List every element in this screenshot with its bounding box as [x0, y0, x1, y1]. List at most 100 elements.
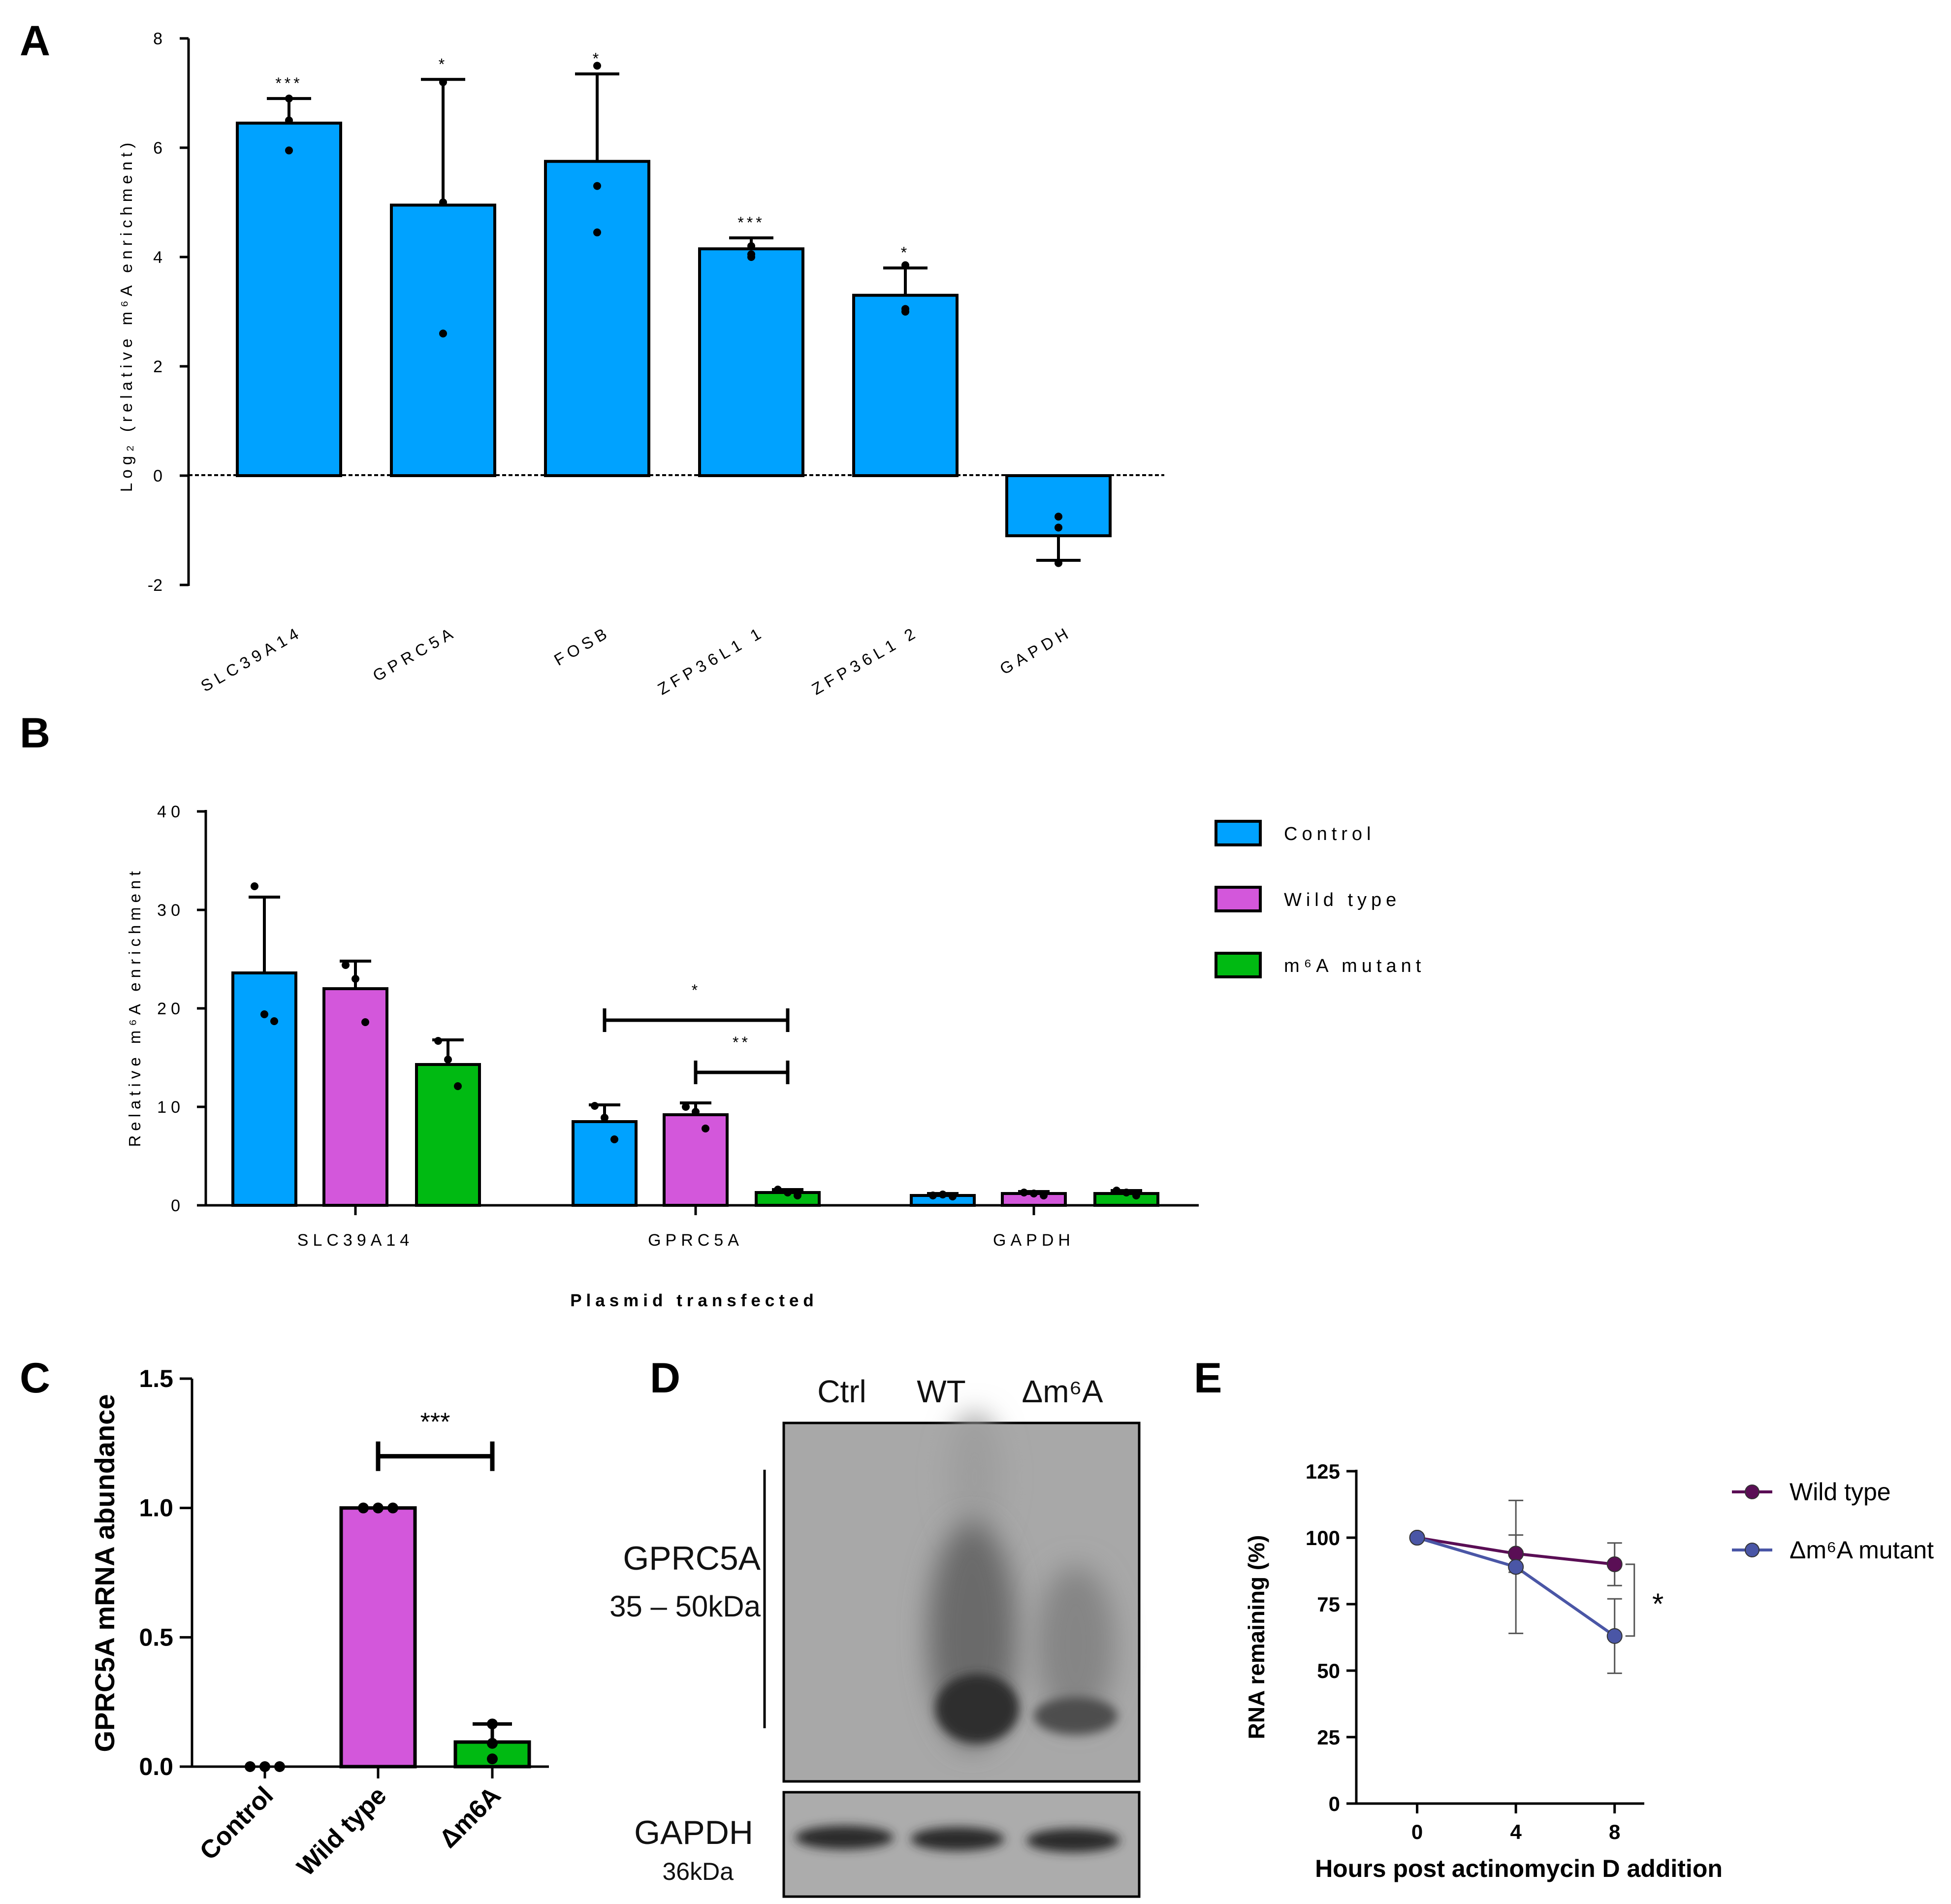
panel-b-bar — [415, 1063, 481, 1207]
panel-a-data-point — [439, 329, 447, 338]
panel-e-data-point — [1606, 1556, 1623, 1572]
panel-c-x-tick-label: Control — [194, 1781, 279, 1866]
blot-loading-label: GAPDH — [634, 1814, 753, 1851]
panel-b-legend-label: Control — [1284, 824, 1375, 844]
panel-e-legend-label: Wild type — [1790, 1478, 1891, 1506]
panel-b-x-tick-label: GAPDH — [993, 1231, 1075, 1250]
panel-b-data-point — [610, 1135, 618, 1143]
panel-b-data-point — [361, 1018, 369, 1026]
panel-b-legend-swatch — [1215, 820, 1262, 846]
panel-e-legend: Wild type Δm⁶A mutant — [1732, 1478, 1934, 1564]
panel-c-y-tick-label: 1.0 — [139, 1494, 173, 1522]
blot-protein-size: 35 – 50kDa — [609, 1590, 761, 1623]
panel-e-legend-label: Δm⁶A mutant — [1790, 1536, 1934, 1564]
panel-e-x-tick-label: 8 — [1609, 1820, 1620, 1843]
panel-e-y-tick-label: 125 — [1306, 1460, 1340, 1483]
panel-label-d: D — [650, 1355, 680, 1402]
panel-b-bar — [322, 987, 388, 1207]
panel-e-y-tick-label: 100 — [1306, 1526, 1340, 1549]
panel-e-x-tick-label: 4 — [1510, 1820, 1522, 1843]
blot-protein-label: GPRC5A — [623, 1540, 761, 1577]
panel-b-y-axis-title: Relative m⁶A enrichment — [126, 867, 144, 1147]
panel-a-y-tick-label: 2 — [153, 357, 162, 376]
panel-b-x-axis-title: Plasmid transfected — [570, 1291, 818, 1310]
panel-b-y-tick-label: 40 — [157, 803, 185, 821]
panel-c-data-point — [358, 1502, 369, 1514]
panel-e-legend-marker — [1745, 1484, 1759, 1499]
panel-b-legend-swatch — [1215, 952, 1262, 978]
panel-label-e: E — [1194, 1355, 1222, 1402]
panel-b-legend-label: m⁶A mutant — [1284, 956, 1425, 976]
panel-a-x-tick-label: SLC39A14 — [197, 622, 305, 695]
panel-b-data-point — [682, 1103, 690, 1111]
panel-a-y-tick-label: 8 — [153, 30, 162, 48]
panel-a-data-point — [747, 253, 755, 261]
panel-label-a: A — [20, 17, 50, 65]
panel-c-bar — [339, 1506, 417, 1769]
panel-a-x-tick-label: ZFP36L1 1 — [654, 622, 768, 698]
panel-a-bar — [236, 122, 342, 478]
panel-a-bar — [852, 293, 959, 477]
panel-c-y-axis-title: GPRC5A mRNA abundance — [89, 1394, 120, 1752]
panel-e-x-axis-title: Hours post actinomycin D addition — [1315, 1855, 1723, 1882]
blot-lane-label-mutant: Δm⁶A — [1022, 1374, 1103, 1409]
panel-c-chart: *** 0.0 0.5 1.0 1.5 Control Wild type Δm6A GP… — [89, 1365, 549, 1882]
panel-e-y-tick-label: 0 — [1329, 1792, 1340, 1815]
panel-c-data-point — [373, 1502, 384, 1514]
panel-c-data-point — [487, 1753, 498, 1765]
panel-a-data-point — [1055, 523, 1062, 532]
panel-e-y-tick-label: 75 — [1317, 1593, 1340, 1616]
panel-b-data-point — [270, 1017, 278, 1025]
panel-b-y-tick-label: 10 — [157, 1098, 185, 1117]
panel-a-y-tick-label: -2 — [148, 576, 162, 595]
panel-a-data-point — [901, 308, 909, 316]
panel-e-y-axis-title: RNA remaining (%) — [1244, 1535, 1269, 1740]
panel-b-y-tick-label: 20 — [157, 1000, 185, 1018]
panel-b-legend-label: Wild type — [1284, 890, 1401, 910]
panel-c-y-tick-label: 0.5 — [139, 1623, 173, 1651]
panel-a-data-point — [1055, 513, 1062, 521]
panel-a-x-tick-label: GPRC5A — [370, 622, 460, 685]
panel-label-b: B — [20, 710, 50, 757]
panel-e-y-tick-label: 50 — [1317, 1659, 1340, 1682]
panel-b-legend-swatch — [1215, 886, 1262, 912]
panel-c-significance-label: *** — [420, 1408, 450, 1437]
panel-b-y-tick-label: 0 — [171, 1196, 185, 1215]
panel-c-y-tick-label: 1.5 — [139, 1365, 173, 1392]
panel-a-data-point — [593, 228, 601, 237]
panel-e-data-point — [1606, 1628, 1623, 1644]
panel-b-data-point — [794, 1192, 801, 1199]
panel-a-significance-label: * — [901, 244, 910, 261]
panel-a-significance-label: *** — [737, 214, 765, 231]
panel-b-y-tick-label: 30 — [157, 901, 185, 920]
panel-b-data-point — [454, 1082, 462, 1090]
panel-a-significance-label: * — [593, 50, 602, 67]
blot-loading-size: 36kDa — [662, 1858, 734, 1885]
blot-lane-label-ctrl: Ctrl — [817, 1374, 866, 1409]
panel-e-x-tick-label: 0 — [1411, 1820, 1423, 1843]
panel-a-y-tick-label: 4 — [153, 248, 162, 267]
panel-b-significance-label: ** — [733, 1033, 751, 1051]
panel-a-x-tick-label: FOSB — [551, 622, 613, 669]
panel-a-data-point — [285, 146, 293, 155]
panel-a-x-tick-label: ZFP36L1 2 — [808, 622, 922, 698]
panel-b-bar — [231, 971, 297, 1207]
panel-a-bar — [544, 160, 650, 477]
panel-c-y-tick-label: 0.0 — [139, 1753, 173, 1780]
panel-a-significance-label: * — [439, 55, 448, 73]
panel-b-data-point — [1040, 1192, 1048, 1199]
panel-b-significance-label: * — [692, 981, 701, 999]
panel-b-x-tick-label: GPRC5A — [648, 1231, 743, 1250]
panel-b-bar — [663, 1113, 729, 1207]
panel-d-western-blot: Ctrl WT Δm⁶A GPRC5A 35 – 50kDa GAPDH 36k… — [609, 1374, 1141, 1898]
panel-a-bar — [698, 247, 804, 477]
panel-c-data-point — [487, 1738, 498, 1749]
panel-a-data-point — [593, 182, 601, 190]
panel-b-data-point — [251, 882, 258, 890]
panel-c-data-point — [387, 1502, 398, 1514]
panel-a-y-axis-title: Log₂ (relative m⁶A enrichment) — [117, 138, 135, 492]
panel-e-data-point — [1508, 1559, 1524, 1575]
